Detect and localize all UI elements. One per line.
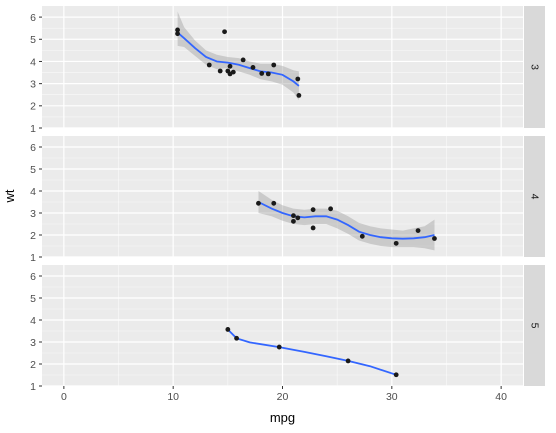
y-tick-label: 3: [30, 78, 36, 90]
data-point: [310, 207, 316, 213]
data-point: [295, 76, 301, 82]
y-tick-label: 6: [30, 142, 36, 154]
facet-panel-5: 1 2 3 4 5 6 5: [30, 265, 545, 393]
y-tick-label: 2: [30, 101, 36, 113]
data-point: [432, 236, 437, 241]
data-point: [415, 228, 421, 234]
y-tick-label: 4: [30, 56, 36, 68]
confidence-ribbon: [258, 191, 435, 251]
data-point: [296, 92, 302, 98]
data-point: [217, 68, 223, 74]
data-point: [291, 213, 296, 219]
data-point: [206, 62, 212, 68]
facets-layer: 1 2 3 4 5 6 3 1 2 3 4 5 6 4 1 2 3 4 5 6 5: [30, 6, 545, 393]
data-point: [222, 29, 227, 35]
y-tick-label: 5: [30, 164, 36, 176]
y-tick-label: 6: [30, 271, 36, 283]
y-axis-title: wt: [2, 189, 17, 203]
x-tick-label: 20: [277, 391, 289, 403]
x-tick-label: 0: [61, 391, 67, 403]
x-tick-label: 30: [386, 391, 398, 403]
y-tick-label: 3: [30, 337, 36, 349]
y-tick-label: 2: [30, 230, 36, 242]
data-point: [175, 31, 180, 37]
data-point: [393, 372, 399, 378]
data-point: [393, 240, 399, 246]
y-tick-label: 4: [30, 186, 36, 198]
data-point: [295, 215, 301, 221]
data-point: [234, 335, 239, 341]
x-axis-title: mpg: [270, 410, 295, 425]
y-tick-label: 2: [30, 359, 36, 371]
facet-strip-label: 3: [529, 64, 541, 70]
data-point: [265, 71, 271, 77]
facet-panel-3: 1 2 3 4 5 6 3: [30, 6, 545, 135]
data-point: [271, 200, 277, 206]
data-point: [328, 206, 333, 212]
facet-strip-label: 4: [529, 194, 541, 200]
facet-strip: [524, 136, 545, 257]
data-point: [225, 327, 231, 332]
data-point: [227, 63, 233, 69]
data-point: [276, 344, 282, 350]
data-point: [230, 69, 236, 75]
x-axis: 0 10 20 30 40: [61, 386, 507, 403]
facet-panel-4: 1 2 3 4 5 6 4: [30, 136, 545, 264]
confidence-ribbon: [177, 11, 299, 101]
data-point: [291, 218, 296, 224]
y-tick-label: 5: [30, 34, 36, 46]
y-tick-label: 1: [30, 252, 36, 264]
data-point: [345, 358, 351, 364]
data-point: [250, 65, 256, 70]
smooth-line: [258, 201, 435, 240]
data-point: [359, 233, 365, 239]
y-tick-label: 1: [30, 123, 36, 135]
facet-strip-label: 5: [529, 323, 541, 329]
data-point: [175, 27, 180, 33]
data-point: [256, 200, 261, 206]
smooth-line: [177, 31, 300, 87]
smooth-line: [227, 328, 397, 376]
x-tick-label: 10: [167, 391, 179, 403]
data-point: [259, 71, 265, 76]
y-tick-label: 5: [30, 293, 36, 305]
y-tick-label: 6: [30, 12, 36, 24]
facet-strip: [524, 6, 545, 128]
data-point: [271, 62, 277, 68]
facet-strip: [524, 265, 545, 386]
x-tick-label: 40: [495, 391, 507, 403]
y-tick-label: 1: [30, 381, 36, 393]
data-point: [310, 225, 316, 231]
y-tick-label: 4: [30, 315, 36, 327]
data-point: [240, 57, 246, 63]
y-tick-label: 3: [30, 208, 36, 220]
